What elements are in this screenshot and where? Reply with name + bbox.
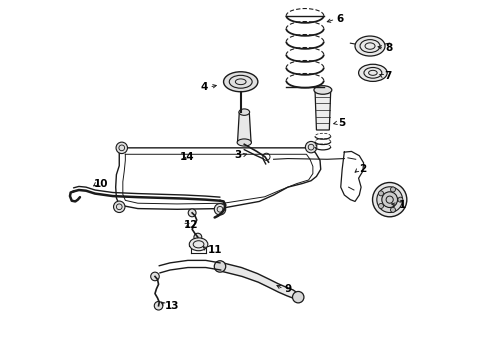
Circle shape [214, 203, 226, 215]
Circle shape [188, 209, 196, 217]
Circle shape [382, 192, 397, 207]
Ellipse shape [239, 109, 249, 115]
Circle shape [377, 187, 403, 212]
Polygon shape [315, 90, 331, 130]
Text: 5: 5 [338, 118, 345, 128]
Ellipse shape [355, 36, 385, 56]
Text: 1: 1 [398, 200, 406, 210]
Circle shape [378, 203, 384, 208]
Circle shape [151, 272, 159, 281]
Circle shape [305, 141, 317, 153]
Text: 8: 8 [386, 43, 392, 53]
Circle shape [154, 301, 163, 310]
Circle shape [214, 261, 226, 272]
Circle shape [398, 197, 403, 202]
Circle shape [391, 207, 395, 212]
Text: 2: 2 [359, 164, 367, 174]
Text: 7: 7 [384, 71, 392, 81]
Circle shape [293, 292, 304, 303]
Polygon shape [238, 112, 251, 143]
Circle shape [378, 191, 384, 196]
Ellipse shape [223, 72, 258, 92]
Circle shape [194, 233, 202, 241]
Ellipse shape [237, 139, 251, 146]
Text: 6: 6 [336, 14, 343, 24]
Circle shape [114, 201, 125, 212]
Ellipse shape [189, 238, 208, 251]
Polygon shape [220, 262, 298, 301]
Circle shape [116, 142, 127, 154]
Circle shape [372, 183, 407, 217]
Text: 10: 10 [94, 179, 109, 189]
Text: 3: 3 [234, 150, 242, 160]
Text: 12: 12 [184, 220, 199, 230]
Text: 14: 14 [180, 152, 195, 162]
Text: 13: 13 [165, 301, 179, 311]
Text: 9: 9 [284, 284, 292, 294]
Ellipse shape [359, 64, 387, 81]
Text: 11: 11 [207, 245, 222, 255]
Text: 4: 4 [200, 82, 207, 92]
Ellipse shape [314, 86, 332, 94]
Circle shape [391, 187, 395, 192]
